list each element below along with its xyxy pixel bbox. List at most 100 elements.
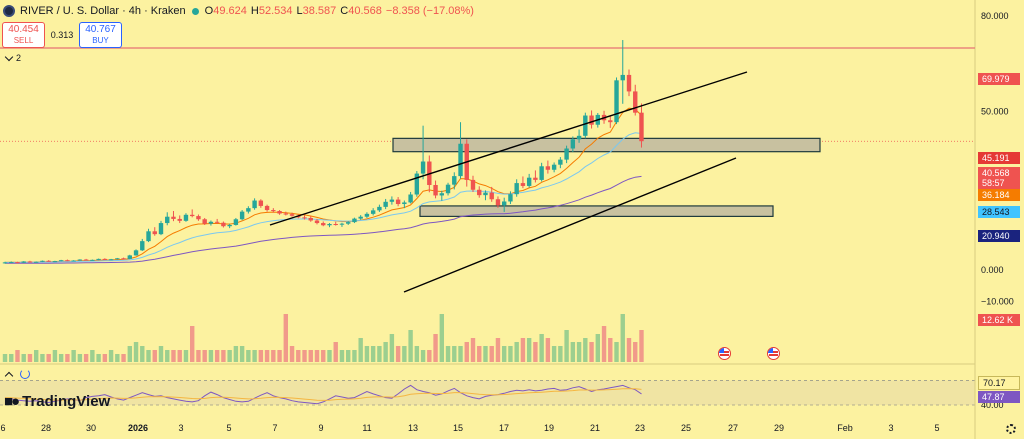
volume-bar — [352, 350, 357, 362]
symbol-title[interactable]: RIVER / U. S. Dollar · 4h · Kraken — [20, 5, 186, 17]
volume-bar — [133, 342, 139, 362]
candle-body — [639, 112, 644, 142]
us-flag-event-icon[interactable] — [767, 347, 780, 360]
volume-bar — [520, 338, 526, 362]
time-axis-tick: 28 — [41, 423, 51, 433]
candle-body — [27, 261, 33, 263]
volume-bar — [52, 350, 58, 362]
tradingview-logo[interactable]: ■● TradingView — [4, 393, 110, 410]
candle-body — [514, 183, 519, 195]
refresh-icon[interactable] — [20, 369, 30, 379]
time-axis-tick: 21 — [590, 423, 600, 433]
volume-bar — [190, 326, 195, 362]
volume-bar — [477, 346, 482, 362]
candle-body — [383, 201, 388, 207]
candle-body — [470, 179, 476, 190]
volume-bar — [458, 346, 463, 362]
candle-body — [614, 80, 619, 123]
volume-bar — [27, 354, 33, 362]
volume-bar — [576, 342, 582, 362]
volume-bar — [626, 338, 632, 362]
volume-bar — [246, 350, 251, 362]
candle-body — [439, 193, 444, 196]
symbol-header: RIVER / U. S. Dollar · 4h · Kraken O 49.6… — [0, 0, 478, 22]
volume-bar — [202, 350, 207, 362]
buy-label: BUY — [92, 36, 109, 45]
candle-body — [40, 260, 45, 262]
candle-body — [633, 91, 638, 113]
volume-bar — [165, 350, 170, 362]
buy-button[interactable]: 40.767 BUY — [79, 22, 122, 48]
time-axis-tick: 30 — [86, 423, 96, 433]
volume-bar — [183, 350, 189, 362]
indicators-count: 2 — [16, 53, 22, 63]
ema-fast-price-label: 36.184 — [978, 189, 1020, 201]
candle-body — [90, 259, 95, 261]
candle-body — [414, 173, 420, 195]
candle-body — [346, 222, 351, 224]
volume-bar — [308, 350, 313, 362]
tradingview-mark-icon: ■● — [4, 393, 20, 410]
candle-body — [352, 218, 357, 223]
indicators-toggle[interactable]: 2 — [4, 52, 22, 63]
candle-body — [21, 261, 26, 263]
candle-body — [271, 210, 276, 212]
time-axis-tick: 3 — [888, 423, 893, 433]
candle-body — [65, 260, 70, 262]
candle-body — [539, 166, 544, 180]
rsi-value-label: 70.17 — [978, 376, 1020, 390]
candle-body — [152, 231, 157, 235]
volume-bar — [77, 354, 83, 362]
candle-body — [302, 217, 307, 219]
volume-bar — [470, 338, 476, 362]
volume-label: 12.62 K — [978, 314, 1020, 326]
buy-price: 40.767 — [85, 24, 116, 35]
candle-body — [133, 250, 139, 256]
ema-slow-price-label: 20.940 — [978, 230, 1020, 242]
volume-bar — [358, 338, 363, 362]
volume-bar — [121, 354, 126, 362]
candle-body — [333, 224, 338, 226]
chevron-up-icon[interactable] — [4, 371, 14, 380]
volume-bar — [208, 350, 214, 362]
time-axis-tick: 2026 — [128, 423, 148, 433]
volume-bar — [508, 346, 513, 362]
volume-bar — [339, 350, 345, 362]
candle-body — [564, 148, 569, 160]
volume-bar — [464, 342, 469, 362]
us-flag-event-icon[interactable] — [718, 347, 731, 360]
volume-bar — [545, 338, 551, 362]
candle-body — [389, 199, 395, 202]
volume-bar — [489, 346, 494, 362]
candle-body — [202, 219, 207, 224]
volume-bar — [558, 346, 563, 362]
rsi-axis-tick: 40.00 — [981, 400, 1004, 410]
high-ref-price-label: 45.191 — [978, 152, 1020, 164]
candle-body — [583, 115, 588, 136]
volume-bar — [445, 346, 451, 362]
close-value: 40.568 — [348, 5, 382, 17]
spread-value: 0.313 — [50, 30, 74, 40]
candle-body — [489, 192, 494, 200]
candle-body — [171, 216, 176, 219]
volume-bar — [427, 350, 432, 362]
time-axis-tick: 19 — [544, 423, 554, 433]
volume-bar — [239, 346, 245, 362]
time-axis-tick: 27 — [728, 423, 738, 433]
rsi-line — [4, 384, 642, 405]
volume-bar — [321, 350, 326, 362]
candle-body — [570, 139, 576, 149]
volume-bar — [314, 350, 320, 362]
volume-bar — [364, 346, 370, 362]
candle-body — [408, 194, 413, 203]
settings-gear-icon[interactable] — [1006, 424, 1016, 434]
candle-body — [495, 199, 501, 206]
volume-bar — [258, 350, 264, 362]
rsi-pane-controls — [4, 369, 30, 380]
volume-bar — [389, 334, 395, 362]
candle-body — [158, 223, 164, 235]
candle-body — [433, 184, 438, 196]
sell-button[interactable]: 40.454 SELL — [2, 22, 45, 48]
